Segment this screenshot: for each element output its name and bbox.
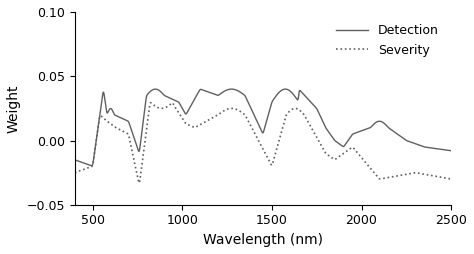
Severity <box>275 144 281 147</box>
Severity <box>200 122 205 125</box>
Severity <box>173 107 179 110</box>
Detection <box>229 88 235 91</box>
Detection <box>89 164 95 167</box>
Detection <box>109 109 115 112</box>
Detection <box>448 149 454 152</box>
Line: Severity: Severity <box>75 103 451 183</box>
Detection <box>173 99 179 102</box>
Severity <box>109 123 115 126</box>
Severity <box>148 101 154 104</box>
X-axis label: Wavelength (nm): Wavelength (nm) <box>203 233 323 247</box>
Detection <box>275 92 281 95</box>
Severity <box>136 181 142 184</box>
Line: Detection: Detection <box>75 89 451 166</box>
Detection <box>200 88 205 91</box>
Y-axis label: Weight: Weight <box>7 84 21 133</box>
Legend: Detection, Severity: Detection, Severity <box>330 18 445 63</box>
Severity <box>72 171 78 174</box>
Detection <box>337 143 343 146</box>
Detection <box>72 158 78 162</box>
Detection <box>167 97 173 100</box>
Severity <box>337 154 343 157</box>
Severity <box>448 178 454 181</box>
Severity <box>167 103 173 106</box>
